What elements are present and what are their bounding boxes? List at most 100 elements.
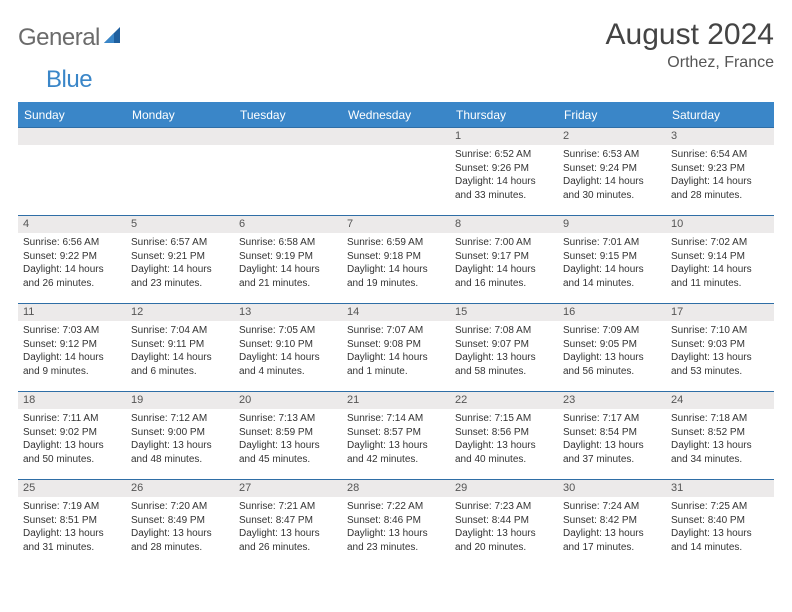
day-number: 30	[558, 480, 666, 497]
daylight-line: Daylight: 14 hours and 26 minutes.	[23, 263, 121, 290]
calendar-cell: 19Sunrise: 7:12 AMSunset: 9:00 PMDayligh…	[126, 392, 234, 480]
day-body: Sunrise: 7:02 AMSunset: 9:14 PMDaylight:…	[666, 233, 774, 294]
day-number: 16	[558, 304, 666, 321]
sunset-line: Sunset: 8:44 PM	[455, 514, 553, 528]
day-body: Sunrise: 7:19 AMSunset: 8:51 PMDaylight:…	[18, 497, 126, 558]
calendar-cell: 22Sunrise: 7:15 AMSunset: 8:56 PMDayligh…	[450, 392, 558, 480]
calendar-cell: 29Sunrise: 7:23 AMSunset: 8:44 PMDayligh…	[450, 480, 558, 568]
day-number: 24	[666, 392, 774, 409]
sunset-line: Sunset: 8:51 PM	[23, 514, 121, 528]
sunset-line: Sunset: 8:54 PM	[563, 426, 661, 440]
sunset-line: Sunset: 8:40 PM	[671, 514, 769, 528]
daylight-line: Daylight: 13 hours and 17 minutes.	[563, 527, 661, 554]
sunrise-line: Sunrise: 6:53 AM	[563, 148, 661, 162]
day-number: 5	[126, 216, 234, 233]
sunrise-line: Sunrise: 7:02 AM	[671, 236, 769, 250]
daylight-line: Daylight: 14 hours and 28 minutes.	[671, 175, 769, 202]
daylight-line: Daylight: 13 hours and 26 minutes.	[239, 527, 337, 554]
calendar-cell: 8Sunrise: 7:00 AMSunset: 9:17 PMDaylight…	[450, 216, 558, 304]
sunrise-line: Sunrise: 7:20 AM	[131, 500, 229, 514]
day-number	[18, 128, 126, 145]
calendar-cell: 14Sunrise: 7:07 AMSunset: 9:08 PMDayligh…	[342, 304, 450, 392]
day-body: Sunrise: 7:14 AMSunset: 8:57 PMDaylight:…	[342, 409, 450, 470]
day-number	[126, 128, 234, 145]
daylight-line: Daylight: 13 hours and 45 minutes.	[239, 439, 337, 466]
weekday-saturday: Saturday	[666, 103, 774, 128]
sunrise-line: Sunrise: 7:10 AM	[671, 324, 769, 338]
calendar-cell: 27Sunrise: 7:21 AMSunset: 8:47 PMDayligh…	[234, 480, 342, 568]
day-body: Sunrise: 7:12 AMSunset: 9:00 PMDaylight:…	[126, 409, 234, 470]
day-body: Sunrise: 6:56 AMSunset: 9:22 PMDaylight:…	[18, 233, 126, 294]
sunrise-line: Sunrise: 7:17 AM	[563, 412, 661, 426]
day-body: Sunrise: 7:15 AMSunset: 8:56 PMDaylight:…	[450, 409, 558, 470]
calendar-row: 18Sunrise: 7:11 AMSunset: 9:02 PMDayligh…	[18, 392, 774, 480]
sunset-line: Sunset: 9:08 PM	[347, 338, 445, 352]
day-body: Sunrise: 6:58 AMSunset: 9:19 PMDaylight:…	[234, 233, 342, 294]
calendar-cell: 9Sunrise: 7:01 AMSunset: 9:15 PMDaylight…	[558, 216, 666, 304]
sunset-line: Sunset: 9:23 PM	[671, 162, 769, 176]
sunset-line: Sunset: 8:46 PM	[347, 514, 445, 528]
day-number: 4	[18, 216, 126, 233]
sunset-line: Sunset: 9:18 PM	[347, 250, 445, 264]
sunset-line: Sunset: 8:49 PM	[131, 514, 229, 528]
logo-word1: General	[18, 24, 100, 52]
daylight-line: Daylight: 13 hours and 23 minutes.	[347, 527, 445, 554]
day-number: 21	[342, 392, 450, 409]
day-number: 11	[18, 304, 126, 321]
sunset-line: Sunset: 8:57 PM	[347, 426, 445, 440]
sunrise-line: Sunrise: 7:18 AM	[671, 412, 769, 426]
daylight-line: Daylight: 14 hours and 9 minutes.	[23, 351, 121, 378]
page-title: August 2024	[606, 18, 774, 52]
sunrise-line: Sunrise: 6:54 AM	[671, 148, 769, 162]
day-number: 12	[126, 304, 234, 321]
calendar-cell: 6Sunrise: 6:58 AMSunset: 9:19 PMDaylight…	[234, 216, 342, 304]
day-number: 13	[234, 304, 342, 321]
daylight-line: Daylight: 13 hours and 20 minutes.	[455, 527, 553, 554]
calendar-cell: 13Sunrise: 7:05 AMSunset: 9:10 PMDayligh…	[234, 304, 342, 392]
location: Orthez, France	[606, 54, 774, 72]
sunrise-line: Sunrise: 7:11 AM	[23, 412, 121, 426]
day-body: Sunrise: 7:10 AMSunset: 9:03 PMDaylight:…	[666, 321, 774, 382]
calendar-cell	[342, 128, 450, 216]
sunset-line: Sunset: 9:21 PM	[131, 250, 229, 264]
sunset-line: Sunset: 8:59 PM	[239, 426, 337, 440]
day-number: 9	[558, 216, 666, 233]
sunset-line: Sunset: 9:10 PM	[239, 338, 337, 352]
logo: General	[18, 18, 124, 52]
daylight-line: Daylight: 13 hours and 14 minutes.	[671, 527, 769, 554]
daylight-line: Daylight: 14 hours and 33 minutes.	[455, 175, 553, 202]
daylight-line: Daylight: 14 hours and 11 minutes.	[671, 263, 769, 290]
calendar-cell: 7Sunrise: 6:59 AMSunset: 9:18 PMDaylight…	[342, 216, 450, 304]
sunset-line: Sunset: 9:00 PM	[131, 426, 229, 440]
calendar-cell: 4Sunrise: 6:56 AMSunset: 9:22 PMDaylight…	[18, 216, 126, 304]
sunset-line: Sunset: 8:42 PM	[563, 514, 661, 528]
sunrise-line: Sunrise: 6:52 AM	[455, 148, 553, 162]
sunrise-line: Sunrise: 6:58 AM	[239, 236, 337, 250]
sunset-line: Sunset: 9:15 PM	[563, 250, 661, 264]
day-body: Sunrise: 7:03 AMSunset: 9:12 PMDaylight:…	[18, 321, 126, 382]
weekday-wednesday: Wednesday	[342, 103, 450, 128]
day-body	[342, 145, 450, 152]
title-block: August 2024 Orthez, France	[606, 18, 774, 72]
daylight-line: Daylight: 13 hours and 50 minutes.	[23, 439, 121, 466]
day-body: Sunrise: 6:59 AMSunset: 9:18 PMDaylight:…	[342, 233, 450, 294]
daylight-line: Daylight: 13 hours and 34 minutes.	[671, 439, 769, 466]
calendar-cell: 18Sunrise: 7:11 AMSunset: 9:02 PMDayligh…	[18, 392, 126, 480]
logo-sail-icon	[102, 25, 124, 52]
calendar-cell: 2Sunrise: 6:53 AMSunset: 9:24 PMDaylight…	[558, 128, 666, 216]
day-body: Sunrise: 7:01 AMSunset: 9:15 PMDaylight:…	[558, 233, 666, 294]
day-number: 18	[18, 392, 126, 409]
day-number: 28	[342, 480, 450, 497]
daylight-line: Daylight: 14 hours and 14 minutes.	[563, 263, 661, 290]
sunrise-line: Sunrise: 7:09 AM	[563, 324, 661, 338]
day-body	[234, 145, 342, 152]
sunset-line: Sunset: 9:26 PM	[455, 162, 553, 176]
daylight-line: Daylight: 13 hours and 31 minutes.	[23, 527, 121, 554]
day-number: 7	[342, 216, 450, 233]
calendar-cell: 11Sunrise: 7:03 AMSunset: 9:12 PMDayligh…	[18, 304, 126, 392]
calendar-cell: 3Sunrise: 6:54 AMSunset: 9:23 PMDaylight…	[666, 128, 774, 216]
calendar-cell: 10Sunrise: 7:02 AMSunset: 9:14 PMDayligh…	[666, 216, 774, 304]
day-number: 15	[450, 304, 558, 321]
day-number: 8	[450, 216, 558, 233]
sunrise-line: Sunrise: 7:00 AM	[455, 236, 553, 250]
